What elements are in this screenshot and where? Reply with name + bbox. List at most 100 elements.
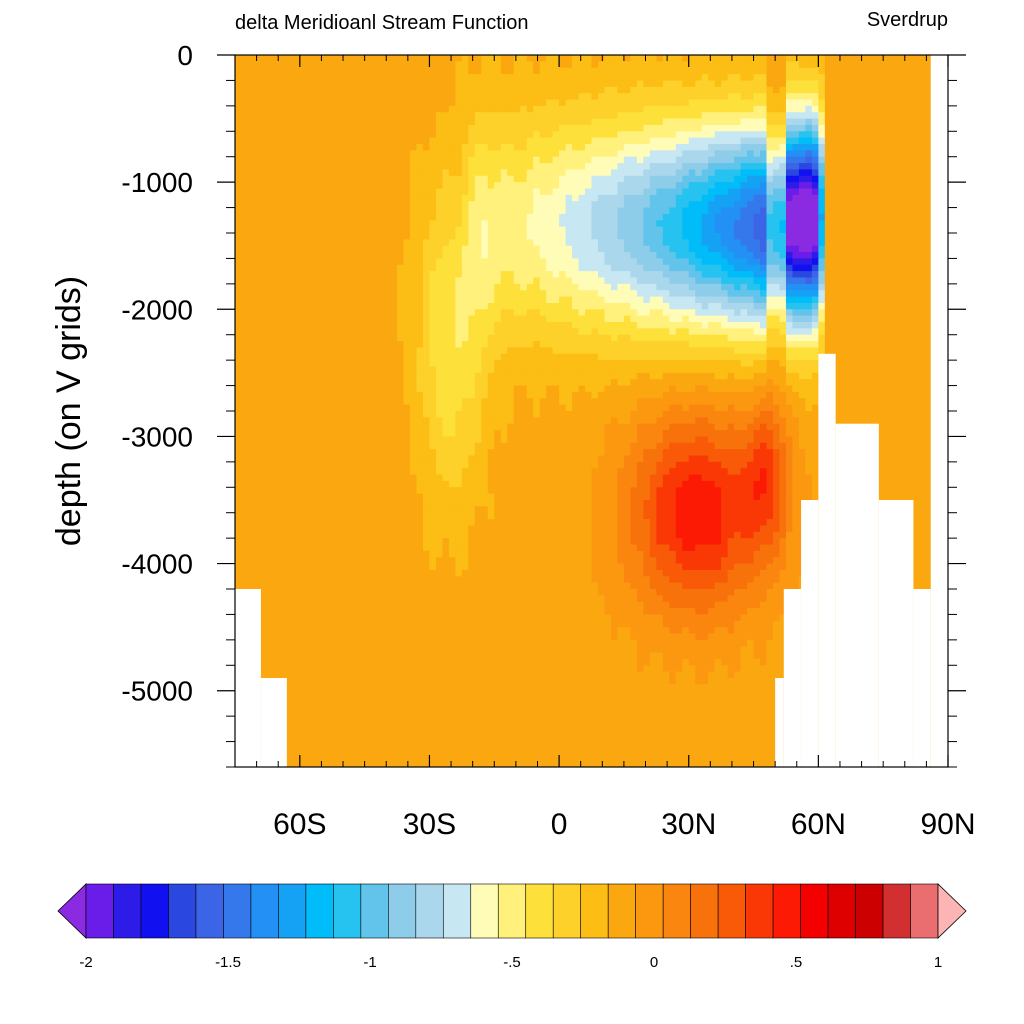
field-cell	[273, 220, 281, 228]
field-cell	[260, 328, 269, 336]
field-cell	[844, 93, 852, 101]
field-cell	[306, 61, 314, 69]
field-cell	[636, 55, 644, 62]
field-cell	[572, 296, 580, 304]
field-cell	[403, 220, 411, 228]
field-cell	[235, 290, 243, 298]
field-cell	[481, 175, 489, 183]
field-cell	[922, 188, 930, 196]
field-cell	[546, 258, 554, 266]
field-cell	[610, 233, 619, 240]
field-cell	[260, 245, 269, 253]
field-cell	[883, 150, 891, 158]
field-cell	[306, 290, 314, 298]
field-cell	[319, 156, 327, 164]
field-cell	[785, 296, 794, 304]
field-cell	[364, 131, 372, 139]
field-cell	[442, 144, 450, 151]
field-cell	[656, 74, 664, 82]
field-cell	[656, 207, 664, 215]
field-cell	[831, 271, 839, 279]
field-cell	[766, 144, 774, 151]
field-cell	[410, 131, 418, 139]
field-cell	[377, 322, 385, 329]
field-cell	[358, 112, 366, 120]
field-cell	[636, 245, 644, 253]
field-cell	[805, 213, 813, 221]
field-cell	[591, 264, 599, 272]
field-cell	[507, 93, 515, 101]
field-cell	[319, 302, 327, 310]
field-cell	[785, 201, 794, 209]
field-cell	[669, 226, 677, 234]
field-cell	[358, 277, 366, 285]
field-cell	[280, 175, 288, 183]
field-cell	[682, 328, 690, 336]
field-cell	[455, 175, 463, 183]
field-cell	[604, 156, 612, 164]
field-cell	[811, 309, 819, 317]
field-cell	[649, 93, 657, 101]
field-cell	[902, 118, 910, 126]
field-cell	[708, 169, 716, 177]
field-cell	[364, 144, 372, 151]
field-cell	[837, 74, 845, 82]
field-cell	[805, 334, 813, 342]
field-cell	[345, 182, 353, 190]
field-cell	[559, 175, 567, 183]
field-cell	[235, 322, 243, 329]
field-cell	[293, 220, 301, 228]
field-cell	[695, 328, 703, 336]
field-cell	[870, 207, 878, 215]
field-cell	[591, 67, 599, 75]
field-cell	[682, 99, 690, 107]
field-cell	[721, 131, 729, 139]
field-cell	[824, 309, 832, 317]
field-cell	[487, 55, 495, 62]
field-cell	[734, 334, 742, 342]
field-cell	[695, 315, 703, 323]
field-cell	[798, 182, 806, 190]
field-cell	[410, 182, 418, 190]
field-cell	[779, 245, 787, 253]
field-cell	[319, 194, 327, 202]
field-cell	[610, 302, 619, 310]
field-cell	[818, 239, 826, 247]
field-cell	[293, 124, 301, 132]
field-cell	[883, 296, 891, 304]
field-cell	[805, 144, 813, 151]
field-cell	[915, 182, 923, 190]
field-cell	[526, 315, 534, 323]
field-cell	[442, 105, 450, 113]
field-cell	[747, 213, 755, 221]
field-cell	[565, 213, 573, 221]
field-cell	[883, 175, 891, 183]
field-cell	[254, 296, 262, 304]
field-cell	[585, 226, 593, 234]
field-cell	[526, 277, 534, 285]
field-cell	[422, 277, 431, 285]
field-cell	[533, 271, 541, 279]
field-cell	[597, 220, 606, 228]
field-cell	[863, 169, 871, 177]
field-cell	[844, 175, 852, 183]
field-cell	[636, 124, 644, 132]
field-cell	[500, 93, 508, 101]
field-cell	[682, 175, 690, 183]
field-cell	[844, 252, 852, 260]
field-cell	[623, 277, 631, 285]
field-cell	[740, 315, 748, 323]
field-cell	[766, 245, 774, 253]
field-cell	[468, 296, 476, 304]
field-cell	[461, 264, 469, 272]
field-cell	[811, 188, 819, 196]
field-cell	[844, 112, 852, 120]
field-cell	[772, 124, 781, 132]
field-cell	[701, 156, 709, 164]
field-cell	[312, 175, 320, 183]
field-cell	[377, 175, 385, 183]
field-cell	[520, 163, 528, 171]
field-cell	[766, 328, 774, 336]
field-cell	[455, 309, 463, 317]
field-cell	[539, 80, 547, 88]
